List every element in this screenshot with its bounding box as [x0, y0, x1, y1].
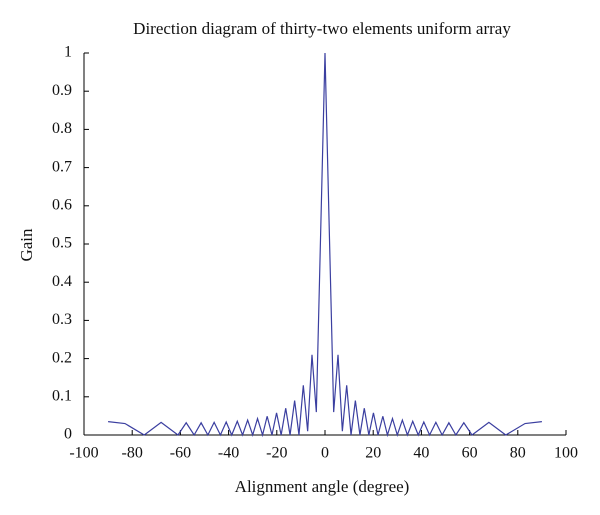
y-tick-label: 0: [64, 426, 72, 443]
y-tick-label: 0.9: [52, 82, 72, 99]
y-axis-label: Gain: [17, 228, 36, 262]
x-tick-label: 0: [321, 445, 329, 462]
y-tick-label: 0.2: [52, 349, 72, 366]
x-axis-label: Alignment angle (degree): [235, 477, 410, 496]
x-tick-label: 60: [462, 445, 478, 462]
y-tick-label: 0.5: [52, 235, 72, 252]
x-tick-label: 40: [413, 445, 429, 462]
x-tick-label: 20: [365, 445, 381, 462]
x-tick-label: -40: [218, 445, 239, 462]
y-tick-label: 0.6: [52, 196, 72, 213]
data-line: [108, 52, 542, 438]
y-tick-label: 1: [64, 44, 72, 61]
x-tick-label: -100: [69, 445, 98, 462]
y-tick-label: 0.4: [52, 273, 72, 290]
x-tick-label: -20: [266, 445, 287, 462]
x-tick-label: -60: [170, 445, 191, 462]
x-tick-label: 100: [554, 445, 578, 462]
chart-title: Direction diagram of thirty-two elements…: [133, 19, 511, 38]
x-tick-label: 80: [510, 445, 526, 462]
x-tick-label: -80: [122, 445, 143, 462]
y-tick-label: 0.7: [52, 158, 72, 175]
y-tick-label: 0.8: [52, 120, 72, 137]
y-tick-label: 0.1: [52, 387, 72, 404]
y-tick-label: 0.3: [52, 311, 72, 328]
